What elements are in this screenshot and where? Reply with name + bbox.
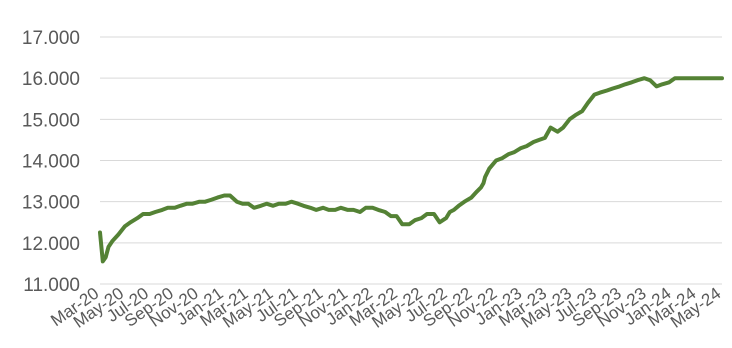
y-tick-label: 17.000 bbox=[22, 28, 80, 49]
x-axis-ticks: Mar-20May-20Jul-20Sep-20Nov-20Jan-21Mar-… bbox=[47, 284, 724, 332]
series-layer bbox=[98, 76, 724, 264]
y-axis-ticks: 11.000 12.000 13.000 14.000 15.000 16.000 17.0… bbox=[22, 28, 80, 296]
y-tick-label: 12.000 bbox=[22, 234, 80, 255]
y-tick-label: 15.000 bbox=[22, 110, 80, 131]
y-tick-label: 14.000 bbox=[22, 152, 80, 173]
y-tick-label: 11.000 bbox=[23, 275, 80, 296]
gridlines bbox=[100, 36, 722, 285]
series-line bbox=[98, 76, 724, 264]
y-tick-label: 16.000 bbox=[22, 69, 80, 90]
y-tick-label: 13.000 bbox=[22, 193, 80, 214]
